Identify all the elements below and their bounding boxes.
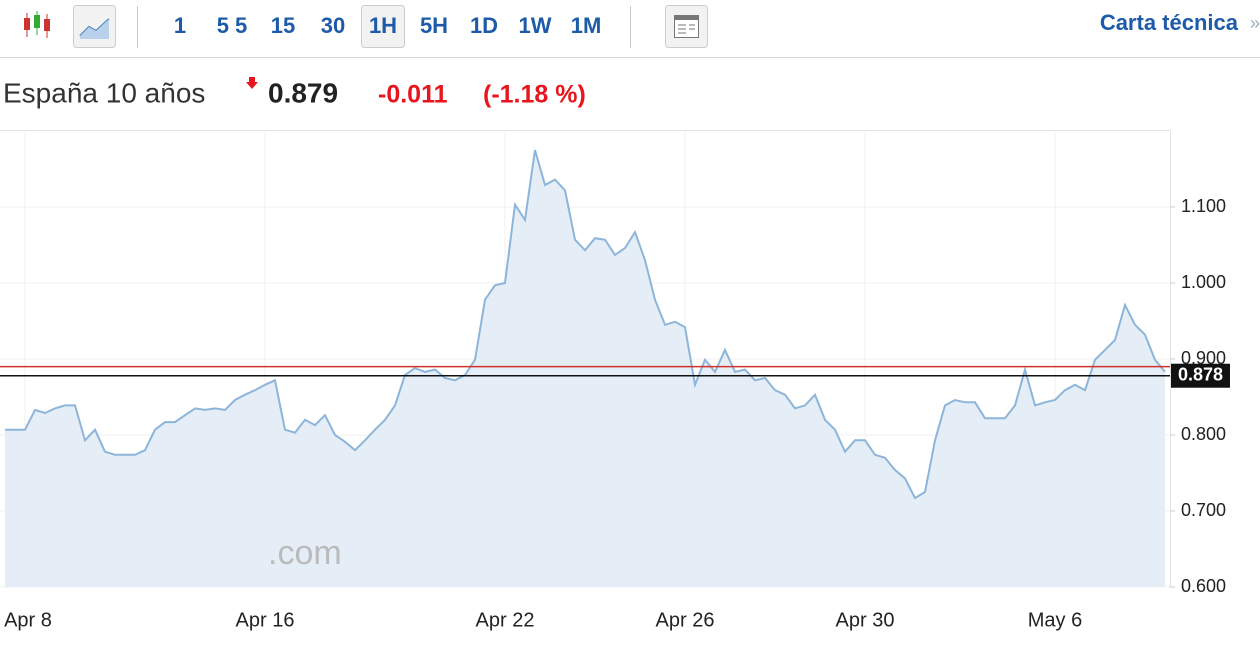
y-tick-label: 0.800 xyxy=(1181,424,1226,444)
change-percent: (-1.18 %) xyxy=(483,81,586,109)
interval-button[interactable]: 1H xyxy=(369,13,397,38)
x-tick-label: Apr 8 xyxy=(4,609,52,631)
x-tick-label: May 6 xyxy=(1028,609,1082,631)
y-tick-label: 1.000 xyxy=(1181,272,1226,292)
interval-button[interactable]: 5 5 xyxy=(217,13,248,38)
interval-button[interactable]: 1W xyxy=(519,13,552,38)
interval-button[interactable]: 15 xyxy=(271,13,295,38)
interval-selected-box[interactable] xyxy=(361,5,405,48)
interval-button[interactable]: 30 xyxy=(321,13,345,38)
x-tick-label: Apr 22 xyxy=(476,609,535,631)
price-line xyxy=(5,149,1166,500)
line-chart-icon[interactable] xyxy=(73,5,116,48)
y-tick-label: 0.700 xyxy=(1181,500,1226,520)
interval-button[interactable]: 5H xyxy=(420,13,448,38)
current-price-label: 0.878 xyxy=(1178,364,1223,384)
layout-icon[interactable] xyxy=(665,5,708,48)
candlestick-icon[interactable] xyxy=(24,11,50,38)
y-tick-label: 0.900 xyxy=(1181,348,1226,368)
interval-button[interactable]: 1D xyxy=(470,13,498,38)
link-arrow[interactable]: » xyxy=(1250,13,1260,33)
area-fill xyxy=(5,150,1165,587)
x-tick-label: Apr 30 xyxy=(836,609,895,631)
change: -0.011 xyxy=(378,81,448,109)
x-tick-label: Apr 16 xyxy=(236,609,295,631)
watermark-suffix: .com xyxy=(268,534,342,572)
down-arrow xyxy=(246,77,258,89)
current-price-box xyxy=(1171,363,1230,388)
technical-chart-link[interactable]: Carta técnica xyxy=(1100,10,1239,35)
interval-button[interactable]: 1M xyxy=(571,13,602,38)
instrument-name: España 10 años xyxy=(3,77,205,108)
interval-button[interactable]: 1 xyxy=(174,13,186,38)
x-tick-label: Apr 26 xyxy=(656,609,715,631)
y-tick-label: 0.600 xyxy=(1181,576,1226,596)
price: 0.879 xyxy=(268,77,338,108)
y-tick-label: 1.100 xyxy=(1181,196,1226,216)
